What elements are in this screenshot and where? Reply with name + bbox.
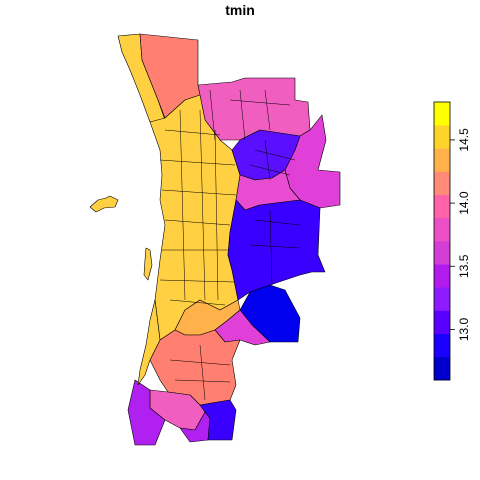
- boundary-line-2: [179, 109, 219, 301]
- legend-ticks: 13.0 13.5 14.0 14.5: [450, 128, 471, 341]
- legend-frame: [433, 101, 451, 381]
- legend-bin: [434, 194, 450, 219]
- region-peel-purple-west: [127, 379, 166, 446]
- boundary-line-3: [209, 89, 291, 141]
- suburb-boundaries: [159, 89, 301, 401]
- region-south-salmon: [149, 329, 241, 406]
- legend-bin: [434, 217, 450, 242]
- map-regions: [89, 33, 341, 446]
- legend-bin: [434, 287, 450, 311]
- region-coast-spine: [137, 299, 161, 386]
- region-peel-blue: [199, 399, 237, 441]
- region-garden-island: [143, 247, 153, 281]
- legend-tick-label: 14.0: [457, 191, 471, 215]
- color-legend: 13.0 13.5 14.0 14.5: [433, 101, 471, 381]
- legend-bin: [434, 171, 450, 195]
- legend-color-bins: [434, 102, 450, 381]
- legend-tick-label: 13.5: [457, 254, 471, 278]
- legend-tick-label: 13.0: [457, 317, 471, 341]
- region-east-blue-main: [227, 199, 326, 301]
- legend-bin: [434, 102, 450, 126]
- legend-bin: [434, 356, 450, 381]
- map-title: tmin: [225, 2, 255, 18]
- legend-bin: [434, 264, 450, 288]
- legend-bin: [434, 333, 450, 358]
- legend-bin: [434, 310, 450, 334]
- boundary-line-1: [159, 129, 237, 306]
- legend-bin: [434, 125, 450, 149]
- boundary-line-6: [169, 344, 231, 401]
- legend-tick-label: 14.5: [457, 128, 471, 152]
- boundary-line-4: [249, 139, 296, 181]
- legend-bin: [434, 148, 450, 172]
- legend-bin: [434, 241, 450, 265]
- region-rottnest-island: [89, 195, 119, 213]
- boundary-line-5: [249, 209, 301, 286]
